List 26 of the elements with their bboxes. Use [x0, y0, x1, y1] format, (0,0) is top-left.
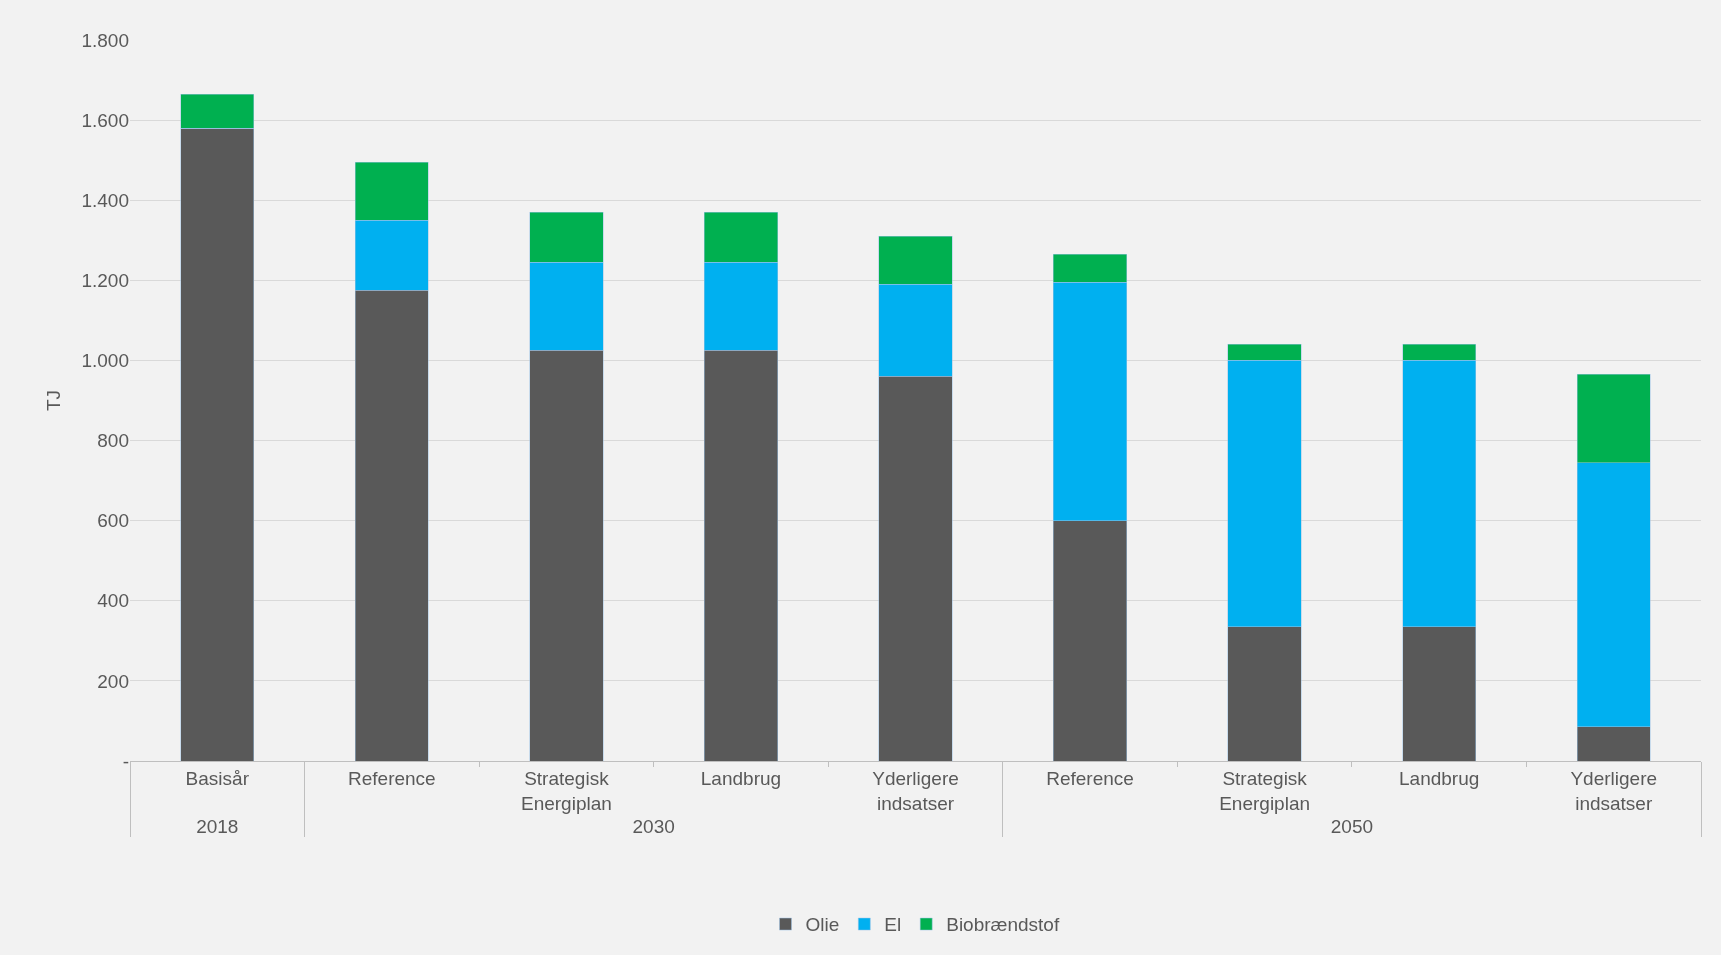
y-tick-label: 800	[97, 430, 129, 452]
text: 2050	[1330, 815, 1374, 837]
y-tick-label: 600	[97, 510, 129, 532]
text: 2030	[632, 815, 675, 837]
y-tick-label: 1.200	[81, 269, 129, 291]
x-tick-label: Strategisk Energiplan	[520, 767, 612, 814]
y-tick-label: 1.000	[81, 350, 129, 372]
text: 2018	[196, 815, 239, 837]
x-tick-label: Landbrug	[700, 767, 782, 789]
y-tick-label: -	[122, 750, 129, 772]
y-tick-label: 1.600	[81, 109, 129, 131]
x-tick-label: Landbrug	[1399, 767, 1480, 789]
legend-label: Biobrændstof	[946, 914, 1060, 936]
x-tick-label: Yderligere indsatser	[872, 767, 959, 814]
y-tick-label: 400	[97, 590, 129, 612]
y-axis-title: TJ	[43, 389, 65, 412]
y-tick-label: 200	[97, 670, 129, 692]
legend-label: Olie	[805, 914, 840, 936]
legend-label: El	[884, 914, 902, 936]
y-tick-label: 1.800	[81, 29, 129, 51]
x-tick-label: Yderligere indsatser	[1570, 767, 1658, 814]
y-tick-label: 1.400	[81, 189, 129, 211]
x-tick-label: Strategisk Energiplan	[1219, 767, 1311, 814]
x-tick-label: Reference	[1046, 767, 1134, 789]
x-tick-label: Basisår	[185, 767, 250, 789]
x-tick-label: Reference	[347, 767, 436, 789]
